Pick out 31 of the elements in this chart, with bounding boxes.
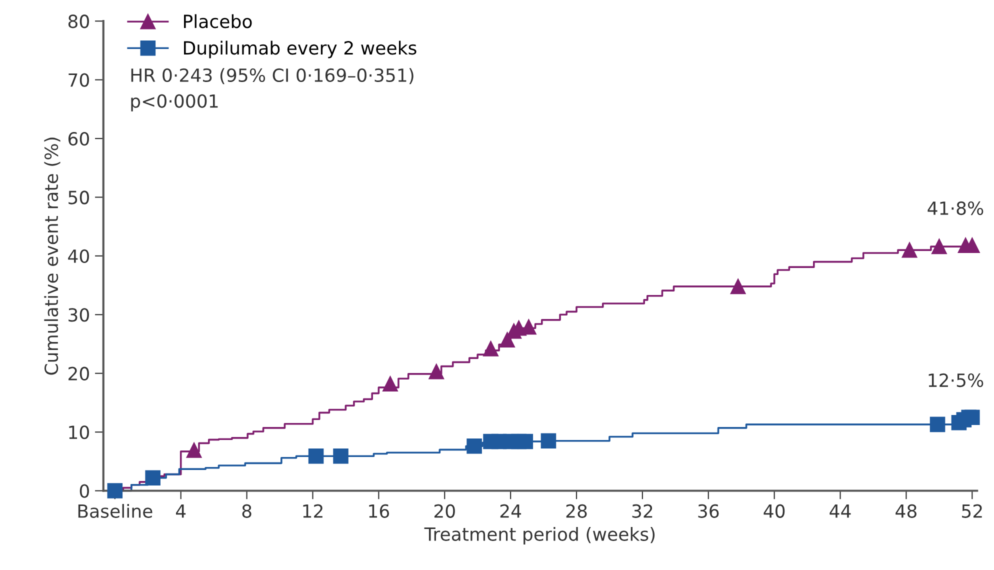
y-tick-label: 20 [68,366,89,380]
x-tick-label: 4 [176,504,186,518]
x-tick-label: 36 [698,504,719,518]
x-tick-label: 12 [303,504,322,518]
annotation: HR 0·243 (95% CI 0·169–0·351) [131,68,414,84]
x-tick-label: 52 [962,504,982,518]
x-tick-label: 24 [500,504,522,518]
y-tick-label: 50 [68,190,89,204]
x-tick-label: 28 [566,504,587,518]
annotation: p<0·0001 [131,94,218,112]
x-tick-label: Baseline [78,504,152,518]
y-tick-label: 0 [80,484,89,498]
x-tick-label: 48 [896,504,916,518]
y-tick-label: 40 [68,249,89,264]
x-tick-label: 44 [830,504,851,518]
x-tick-label: 16 [369,504,390,518]
y-tick-label: 10 [69,426,89,440]
x-axis-title: Treatment period (weeks) [424,526,655,544]
y-tick-label: 80 [68,14,89,28]
annotation: 12·5% [928,373,984,388]
annotation: 41·8% [928,201,984,216]
x-tick-label: 40 [764,504,785,518]
legend-label: Dupilumab every 2 weeks [184,40,416,58]
x-tick-label: 20 [434,504,455,518]
y-tick-label: 60 [68,132,89,146]
y-tick-label: 70 [68,73,89,87]
x-tick-label: 32 [632,504,652,518]
legend-label: Placebo [184,14,252,28]
x-tick-label: 8 [242,504,252,518]
y-axis-title: Cumulative event rate (%) [44,138,60,375]
y-tick-label: 30 [68,308,89,322]
